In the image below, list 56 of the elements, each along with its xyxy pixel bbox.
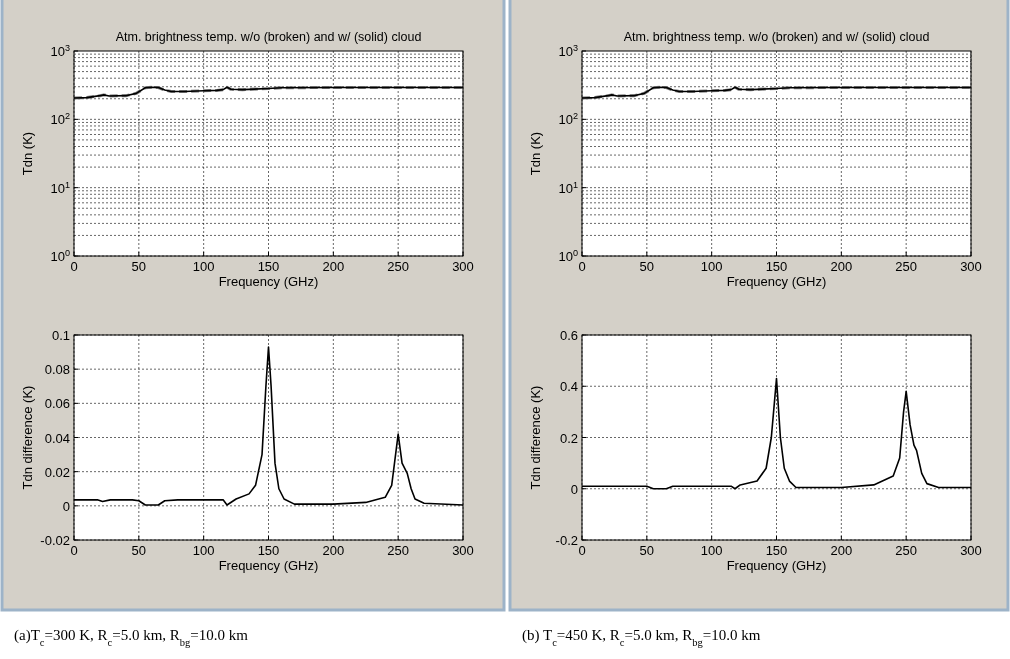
- y-tick-label: 0.08: [44, 362, 70, 378]
- x-axis-title: Frequency (GHz): [218, 558, 319, 573]
- text: (b) T$_{c}$=450 K, R$_{c}$=5.0 km, R$_{bg}$=10.0 km: [522, 627, 761, 648]
- x-tick-label: 200: [830, 259, 853, 274]
- y-axis-title: Tdn difference (K): [20, 385, 35, 490]
- x-tick-label: 50: [639, 259, 655, 274]
- x-tick-label: 200: [322, 259, 345, 274]
- y-tick-label: 10$^{2}$: [558, 111, 578, 128]
- x-tick-label: 250: [387, 543, 410, 558]
- x-tick-label: 100: [700, 259, 723, 274]
- y-axis-title: Tdn (K): [528, 131, 543, 176]
- y-tick-label: 10$^{0}$: [558, 248, 578, 264]
- x-tick-label: 150: [765, 543, 788, 558]
- y-tick-label: 10$^{3}$: [50, 43, 70, 59]
- x-tick-label: 300: [452, 543, 474, 558]
- x-tick-label: 150: [257, 543, 280, 558]
- y-tick-label: 0: [570, 481, 578, 497]
- y-tick-label: -0.02: [40, 533, 70, 548]
- y-tick-label: 10$^{1}$: [50, 179, 70, 196]
- y-tick-label: 0.2: [559, 430, 578, 446]
- y-tick-label: 0.02: [44, 464, 70, 480]
- x-tick-label: 50: [639, 543, 655, 558]
- x-tick-label: 200: [322, 543, 345, 558]
- x-tick-label: 50: [131, 259, 147, 274]
- x-axis-title: Frequency (GHz): [726, 274, 827, 289]
- y-tick-label: 0.04: [44, 430, 70, 446]
- x-tick-label: 100: [192, 543, 215, 558]
- y-tick-label: -0.2: [555, 533, 578, 548]
- x-tick-label: 250: [387, 259, 410, 274]
- y-tick-label: 10$^{0}$: [50, 248, 70, 264]
- y-tick-label: 0.4: [559, 379, 578, 395]
- x-tick-label: 150: [257, 259, 280, 274]
- y-tick-label: 10$^{3}$: [558, 43, 578, 59]
- y-tick-label: 0.1: [51, 328, 70, 343]
- x-tick-label: 250: [895, 259, 918, 274]
- x-tick-label: 100: [700, 543, 723, 558]
- x-tick-label: 50: [131, 543, 147, 558]
- text: (a)T$_{c}$=300 K, R$_{c}$=5.0 km, R$_{bg}$=10.0 km: [14, 627, 249, 648]
- y-tick-label: 10$^{2}$: [50, 111, 70, 128]
- x-tick-label: 300: [960, 543, 982, 558]
- x-tick-label: 300: [960, 259, 982, 274]
- x-tick-label: 200: [830, 543, 853, 558]
- x-tick-label: 150: [765, 259, 788, 274]
- y-tick-label: 0.6: [559, 328, 578, 343]
- x-axis-title: Frequency (GHz): [218, 274, 319, 289]
- x-axis-title: Frequency (GHz): [726, 558, 827, 573]
- x-tick-label: 100: [192, 259, 215, 274]
- y-tick-label: 0.06: [44, 396, 70, 412]
- chart-title: Atm. brightness temp. w/o (broken) and w/ (solid) cloud: [623, 30, 930, 44]
- y-axis-title: Tdn (K): [20, 131, 35, 176]
- x-tick-label: 300: [452, 259, 474, 274]
- chart-title: Atm. brightness temp. w/o (broken) and w/ (solid) cloud: [115, 30, 422, 44]
- y-axis-title: Tdn difference (K): [528, 385, 543, 490]
- y-tick-label: 0: [62, 498, 70, 514]
- x-tick-label: 250: [895, 543, 918, 558]
- y-tick-label: 10$^{1}$: [558, 179, 578, 196]
